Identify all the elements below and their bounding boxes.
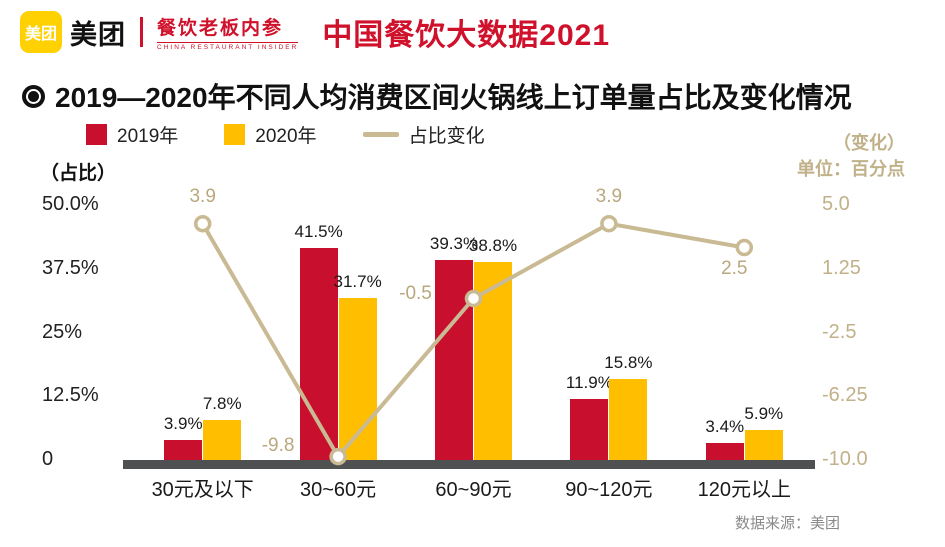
change-value-label: 3.9	[595, 185, 623, 207]
line-marker	[735, 238, 754, 257]
left-axis-tick: 12.5%	[42, 384, 99, 407]
right-axis-unit-line2: 单位：百分点	[797, 159, 905, 180]
right-axis-unit: （变化） 单位：百分点	[797, 130, 905, 182]
right-axis-unit-line1: （变化）	[833, 133, 905, 153]
bar-value-label: 7.8%	[202, 394, 242, 414]
bar-2019年-30元及以下	[164, 440, 203, 460]
category-label: 30~60元	[300, 479, 377, 501]
line-marker	[600, 214, 618, 233]
header-divider	[140, 17, 143, 47]
legend-swatch-square	[224, 124, 246, 145]
bar-value-label: 38.8%	[468, 236, 518, 256]
bullseye-dot	[28, 90, 39, 102]
logo-text: 美团	[24, 26, 57, 43]
right-axis-tick: 1.25	[822, 256, 861, 279]
bar-2020年-120元以上	[744, 429, 783, 460]
x-axis-line	[123, 460, 815, 469]
change-value-label: 3.9	[189, 185, 216, 207]
left-axis-tick: 25%	[42, 320, 83, 343]
meituan-logo-icon: 美团	[20, 11, 62, 53]
change-value-label: -0.5	[399, 282, 432, 304]
change-value-label: -9.8	[261, 434, 295, 456]
category-label: 90~120元	[565, 479, 653, 501]
category-label: 60~90元	[435, 479, 512, 501]
bar-2020年-60~90元	[474, 262, 512, 460]
bar-2019年-90~120元	[570, 399, 609, 460]
chart-title: 2019—2020年不同人均消费区间火锅线上订单量占比及变化情况	[55, 82, 852, 113]
report-title: 中国餐饮大数据2021	[322, 19, 611, 52]
bar-value-label: 41.5%	[294, 222, 343, 242]
change-value-label: 2.5	[721, 257, 748, 279]
category-label: 120元以上	[697, 479, 791, 501]
legend-item: 占比变化	[362, 121, 485, 148]
header: 美团 美团 餐饮老板内参 CHINA RESTAURANT INSIDER 中国…	[20, 10, 610, 54]
bar-2020年-30~60元	[338, 298, 377, 460]
chart-legend: 2019年 2020年 占比变化	[86, 121, 485, 148]
legend-label: 2019年	[117, 126, 179, 147]
legend-swatch-square	[86, 124, 107, 145]
legend-label: 占比变化	[408, 126, 485, 147]
bar-2020年-30元及以下	[203, 420, 242, 460]
bar-value-label: 3.9%	[163, 414, 203, 434]
sub-brand: 餐饮老板内参 CHINA RESTAURANT INSIDER	[157, 13, 299, 51]
right-axis-tick: -6.25	[822, 384, 868, 407]
right-axis-tick: -10.0	[822, 448, 868, 470]
data-source-note: 数据来源：美团	[734, 515, 840, 532]
left-axis-unit: （占比）	[40, 163, 117, 184]
chart-title-row: 2019—2020年不同人均消费区间火锅线上订单量占比及变化情况	[22, 76, 852, 116]
right-axis-tick: 5.0	[822, 193, 850, 215]
brand-name: 美团	[70, 19, 126, 50]
sub-brand-english: CHINA RESTAURANT INSIDER	[157, 42, 299, 51]
bullseye-icon	[22, 84, 45, 108]
bar-value-label: 5.9%	[744, 403, 784, 423]
legend-item: 2019年	[86, 121, 178, 148]
left-axis-tick: 50.0%	[42, 193, 99, 215]
legend-swatch-line	[362, 132, 399, 137]
legend-item: 2020年	[224, 121, 317, 148]
bar-value-label: 31.7%	[333, 272, 382, 292]
legend-label: 2020年	[255, 126, 317, 147]
sub-brand-name: 餐饮老板内参	[157, 18, 284, 39]
left-axis-tick: 0	[42, 448, 54, 470]
category-label: 30元及以下	[151, 479, 254, 501]
right-axis-tick: -2.5	[822, 320, 857, 343]
bar-value-label: 15.8%	[604, 353, 653, 373]
left-axis-tick: 37.5%	[42, 256, 99, 279]
line-marker	[193, 214, 212, 233]
bar-2020年-90~120元	[609, 379, 648, 460]
bar-2019年-120元以上	[705, 442, 744, 460]
